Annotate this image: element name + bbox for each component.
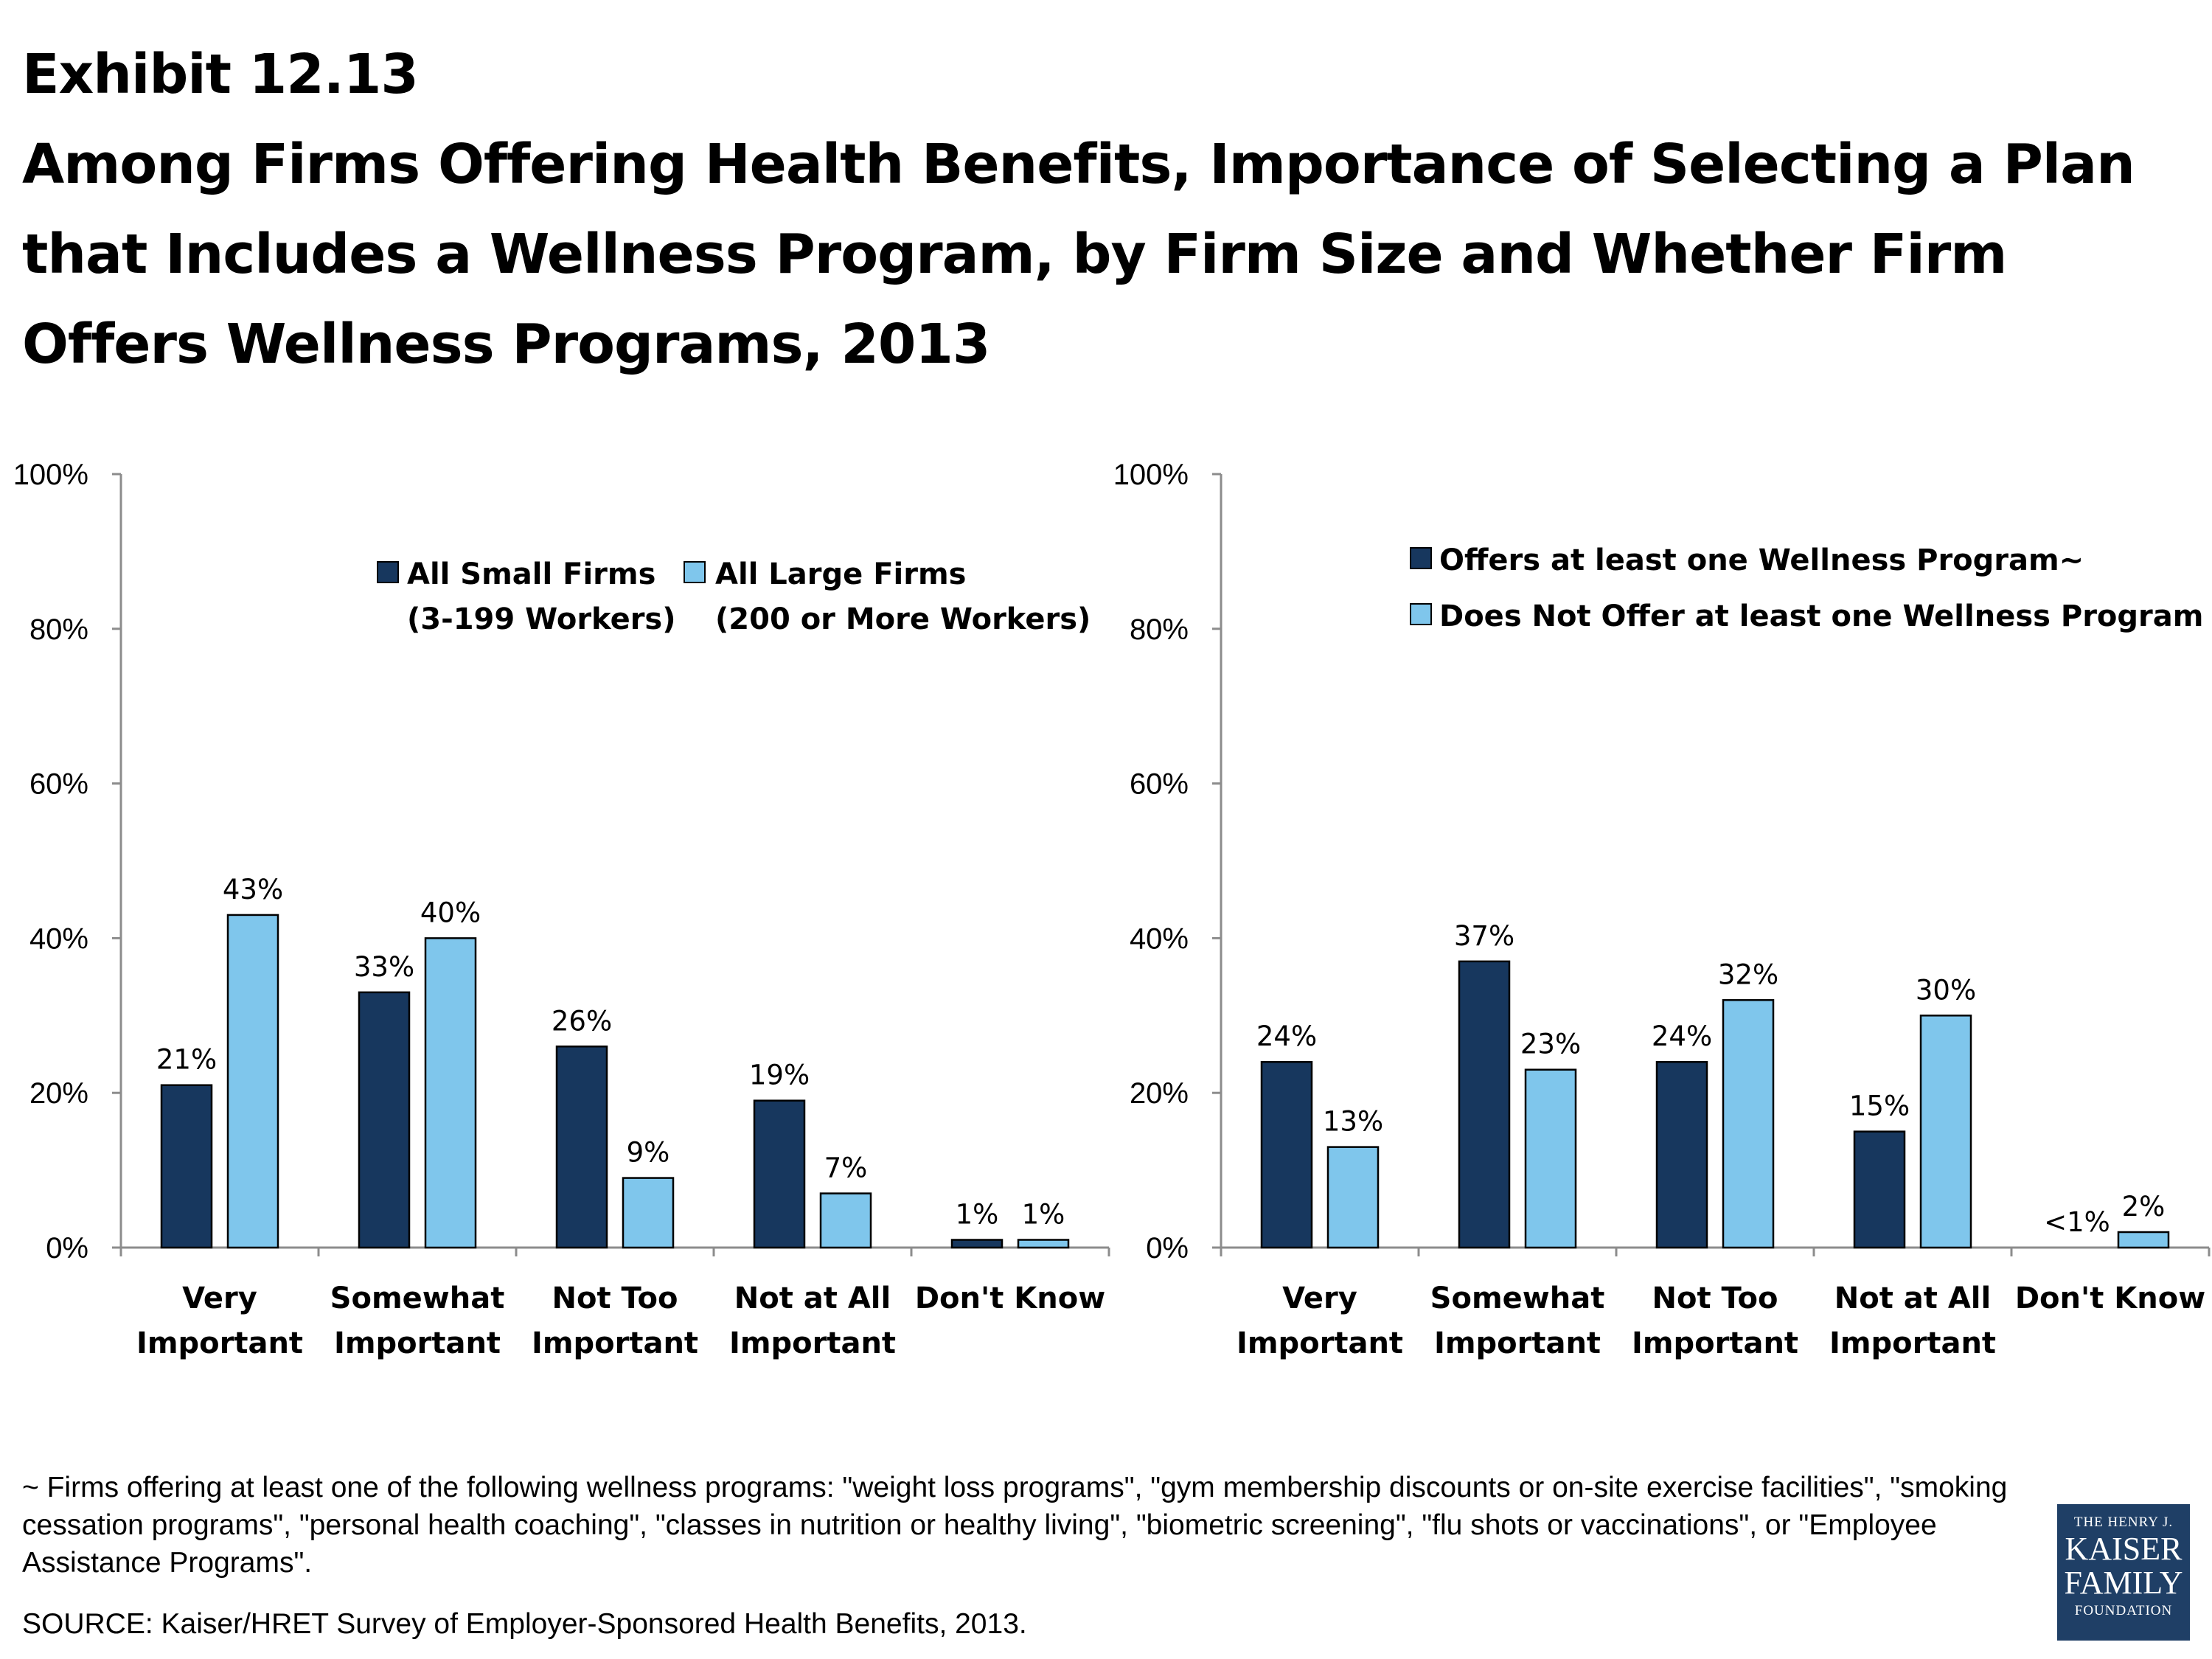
legend-sublabel-2: (200 or More Workers) [715, 602, 1091, 636]
data-label: 2% [2122, 1191, 2166, 1222]
data-label: 15% [1849, 1091, 1910, 1122]
exhibit-number: Exhibit 12.13 [22, 43, 419, 106]
chart-title-line-1: Among Firms Offering Health Benefits, Im… [22, 133, 2135, 196]
data-label: 43% [223, 874, 283, 905]
bar-series-1-cat-2 [1458, 960, 1511, 1249]
category-label: Not at All [734, 1281, 891, 1315]
y-tick-label: 0% [1146, 1232, 1189, 1265]
bar-series-1-cat-2 [358, 991, 411, 1249]
data-label: 32% [1718, 959, 1778, 990]
category-label: Not at All [1834, 1281, 1991, 1315]
data-label: 24% [1256, 1020, 1317, 1052]
y-tick-label: 80% [1130, 613, 1189, 646]
data-label: 40% [420, 897, 481, 928]
bar-series-1-cat-3 [1655, 1060, 1708, 1249]
title-block: Exhibit 12.13 Among Firms Offering Healt… [22, 29, 2190, 389]
bar-series-1-cat-5 [950, 1239, 1004, 1249]
bar-series-1-cat-1 [1260, 1060, 1313, 1249]
logo-line-1: THE HENRY J. [2073, 1514, 2174, 1530]
category-label: Important [1632, 1326, 1798, 1360]
footnote: ~ Firms offering at least one of the fol… [22, 1472, 2008, 1579]
data-label: 1% [1022, 1199, 1065, 1231]
bar-series-2-cat-2 [1524, 1068, 1577, 1249]
logo-line-3: FAMILY [2064, 1565, 2183, 1601]
bar-series-1-cat-1 [160, 1084, 213, 1249]
legend-label-2: All Large Firms [715, 557, 966, 591]
category-label: Don't Know [2015, 1281, 2205, 1315]
legend-swatch-2 [684, 561, 706, 583]
category-label: Important [334, 1326, 501, 1360]
bar-series-2-cat-5 [1017, 1239, 1070, 1249]
chart-title-line-3: Offers Wellness Programs, 2013 [22, 313, 990, 376]
category-label: Important [1237, 1326, 1403, 1360]
legend-label-1: Offers at least one Wellness Program~ [1439, 543, 2084, 577]
category-label: Important [532, 1326, 698, 1360]
category-label: Somewhat [330, 1281, 505, 1315]
category-label: Very [1282, 1281, 1357, 1315]
chart-title-line-2: that Includes a Wellness Program, by Fir… [22, 223, 2007, 286]
data-label: <1% [2044, 1206, 2110, 1238]
bar-series-2-cat-3 [1722, 999, 1775, 1249]
data-label: 19% [749, 1060, 810, 1091]
legend-swatch-1 [377, 561, 399, 583]
y-tick-label: 60% [29, 768, 88, 801]
y-tick-label: 20% [1130, 1077, 1189, 1110]
bar-series-1-cat-3 [555, 1046, 608, 1249]
logo-line-4: FOUNDATION [2074, 1603, 2173, 1618]
category-label: Important [729, 1326, 896, 1360]
category-label: Important [136, 1326, 303, 1360]
bar-series-2-cat-3 [622, 1177, 675, 1249]
data-label: 1% [956, 1199, 999, 1231]
bar-series-2-cat-5 [2117, 1231, 2170, 1249]
y-tick-label: 60% [1130, 768, 1189, 801]
y-tick-label: 80% [29, 613, 88, 646]
bar-series-2-cat-4 [819, 1192, 872, 1249]
bar-series-2-cat-4 [1919, 1015, 1972, 1249]
legend-swatch-2 [1410, 603, 1432, 625]
category-label: Don't Know [915, 1281, 1105, 1315]
data-label: 26% [552, 1005, 612, 1037]
category-label: Somewhat [1430, 1281, 1605, 1315]
category-label: Not Too [1652, 1281, 1778, 1315]
legend-swatch-1 [1410, 547, 1432, 569]
logo-line-2: KAISER [2065, 1531, 2183, 1567]
data-label: 9% [627, 1137, 670, 1169]
y-tick-label: 20% [29, 1077, 88, 1110]
category-label: Not Too [552, 1281, 678, 1315]
legend-label-1: All Small Firms [407, 557, 655, 591]
source-note: SOURCE: Kaiser/HRET Survey of Employer-S… [22, 1608, 1027, 1640]
legend-label-2: Does Not Offer at least one Wellness Pro… [1439, 599, 2203, 633]
data-label: 7% [824, 1152, 868, 1184]
legend-sublabel-1: (3-199 Workers) [407, 602, 676, 636]
bar-series-1-cat-4 [753, 1099, 806, 1249]
kff-logo: THE HENRY J. KAISER FAMILY FOUNDATION [2057, 1504, 2190, 1641]
bar-series-2-cat-1 [1326, 1146, 1380, 1249]
y-tick-label: 100% [1113, 459, 1189, 491]
data-label: 13% [1323, 1106, 1383, 1138]
data-label: 30% [1916, 974, 1976, 1006]
data-label: 23% [1520, 1029, 1581, 1060]
y-tick-label: 40% [1130, 922, 1189, 955]
category-label: Important [1829, 1326, 1996, 1360]
bar-series-2-cat-2 [424, 937, 477, 1249]
data-label: 37% [1454, 920, 1514, 952]
y-tick-label: 100% [13, 459, 88, 491]
bar-series-1-cat-4 [1853, 1130, 1906, 1249]
data-label: 24% [1652, 1020, 1712, 1052]
y-tick-label: 40% [29, 922, 88, 955]
y-tick-label: 0% [46, 1232, 88, 1265]
data-label: 33% [354, 951, 414, 983]
bar-series-2-cat-1 [226, 914, 279, 1249]
category-label: Very [182, 1281, 257, 1315]
category-label: Important [1434, 1326, 1601, 1360]
data-label: 21% [156, 1044, 217, 1076]
